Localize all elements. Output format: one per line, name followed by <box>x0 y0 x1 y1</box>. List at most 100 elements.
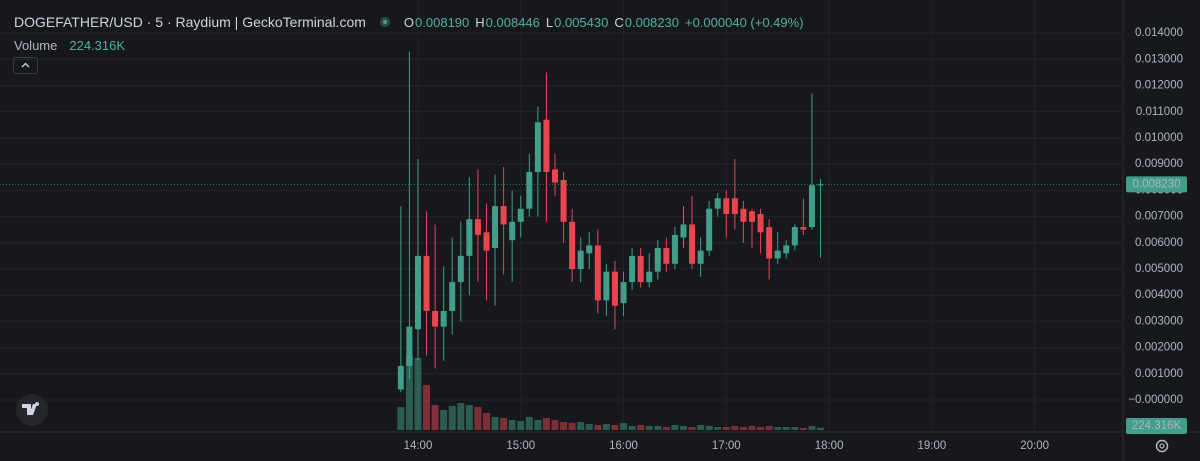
volume-bar <box>722 427 730 430</box>
volume-bar <box>808 426 816 430</box>
volume-bar <box>551 420 559 430</box>
x-tick-label: 15:00 <box>506 440 535 452</box>
collapse-button[interactable] <box>13 57 38 74</box>
ohlc-key: L <box>545 14 554 30</box>
x-tick-label: 16:00 <box>609 440 638 452</box>
candle-body <box>457 255 464 283</box>
tradingview-logo <box>16 394 48 426</box>
y-tick-label: 0.002000 <box>1135 342 1183 354</box>
volume-bar <box>491 417 499 430</box>
candle-body <box>620 282 627 304</box>
volume-bar <box>517 421 525 430</box>
volume-bar <box>482 413 490 430</box>
volume-bar <box>637 425 645 430</box>
candle-body <box>663 248 670 264</box>
candle-body <box>680 224 687 238</box>
ohlc-item: O0.008190 <box>404 15 469 30</box>
candle-body <box>706 208 713 251</box>
x-tick-label: 18:00 <box>815 440 844 452</box>
volume-bar <box>560 422 568 430</box>
caret <box>21 62 30 68</box>
volume-bar <box>799 428 807 430</box>
volume-bar <box>765 426 773 430</box>
volume-bar <box>628 426 636 430</box>
ohlc-label: 0.008446 <box>485 14 540 30</box>
candle-body <box>423 255 430 311</box>
candle-body <box>774 250 781 259</box>
ohlc-key: C <box>614 14 624 30</box>
candle-body <box>783 245 790 254</box>
candle-body <box>483 232 490 251</box>
candle-body <box>637 255 644 283</box>
volume-bar <box>662 427 670 430</box>
candle-body <box>440 310 447 327</box>
candle-body <box>432 310 439 327</box>
volume-bar <box>731 426 739 430</box>
candle-body <box>611 271 618 306</box>
y-tick-label: 0.014000 <box>1135 27 1183 39</box>
volume-bar <box>423 385 431 430</box>
volume-bar <box>594 425 602 430</box>
candle-body <box>689 224 696 264</box>
volume-bar <box>645 426 653 430</box>
header: DOGEFATHER/USD · 5 · Raydium | GeckoTerm… <box>14 14 804 30</box>
candle-body <box>800 227 807 230</box>
candle-body <box>748 211 755 222</box>
ohlc-key: H <box>475 14 485 30</box>
candle-body <box>577 250 584 269</box>
volume-bar <box>585 424 593 430</box>
volume-bar <box>611 425 619 430</box>
volume-bar <box>431 405 439 430</box>
candle-body <box>449 282 456 311</box>
settings-icon[interactable] <box>1155 439 1169 453</box>
candle-body <box>492 206 499 249</box>
volume-bar <box>397 407 405 430</box>
volume-bar <box>602 424 610 430</box>
status-dot <box>379 17 390 27</box>
volume-bar <box>448 406 456 430</box>
volume-bar <box>679 426 687 430</box>
candle-body <box>646 271 653 283</box>
candle-body <box>629 255 636 283</box>
last-price-label: 0.008230 <box>1133 178 1181 190</box>
grid <box>0 0 1122 430</box>
volume-tag <box>1126 418 1187 434</box>
candle-body <box>543 119 550 173</box>
volume-bar <box>774 427 782 430</box>
ohlc-label: 0.005430 <box>554 14 609 30</box>
volume-bar <box>620 423 628 430</box>
candle-body <box>500 206 507 225</box>
volume-bar <box>414 358 422 430</box>
x-tick-label: 19:00 <box>917 440 946 452</box>
volume-bar <box>739 427 747 430</box>
y-tick-label: 0.010000 <box>1135 132 1183 144</box>
volume-bar <box>697 425 705 430</box>
volume-bar <box>671 425 679 430</box>
candle-body <box>509 221 516 241</box>
volume-bar <box>542 418 550 430</box>
ohlc-item: L0.005430 <box>546 15 608 30</box>
volume-bar <box>405 355 413 430</box>
volume-bar <box>465 405 473 430</box>
x-tick-label: 20:00 <box>1020 440 1049 452</box>
y-tick-label: 0.007000 <box>1135 211 1183 223</box>
x-tick-label: 14:00 <box>404 440 433 452</box>
candle-body <box>397 365 404 390</box>
volume-bar <box>577 422 585 430</box>
ohlc-item: C0.008230 <box>614 15 679 30</box>
y-tick-label: 0.012000 <box>1135 80 1183 92</box>
candle-body <box>808 185 815 228</box>
x-tick-label: 17:00 <box>712 440 741 452</box>
volume-bar <box>534 420 542 430</box>
candle-body <box>466 219 473 256</box>
candle-body <box>791 227 798 246</box>
volume-bar <box>714 427 722 430</box>
y-tick-label: 0.006000 <box>1135 237 1183 249</box>
candle-body <box>560 179 567 222</box>
candle-body <box>714 198 721 209</box>
y-tick-label: 0.005000 <box>1135 263 1183 275</box>
volume-value: 224.316K <box>69 38 126 53</box>
volume-tag-label: 224.316K <box>1132 420 1182 432</box>
y-tick-label: 0.004000 <box>1135 289 1183 301</box>
